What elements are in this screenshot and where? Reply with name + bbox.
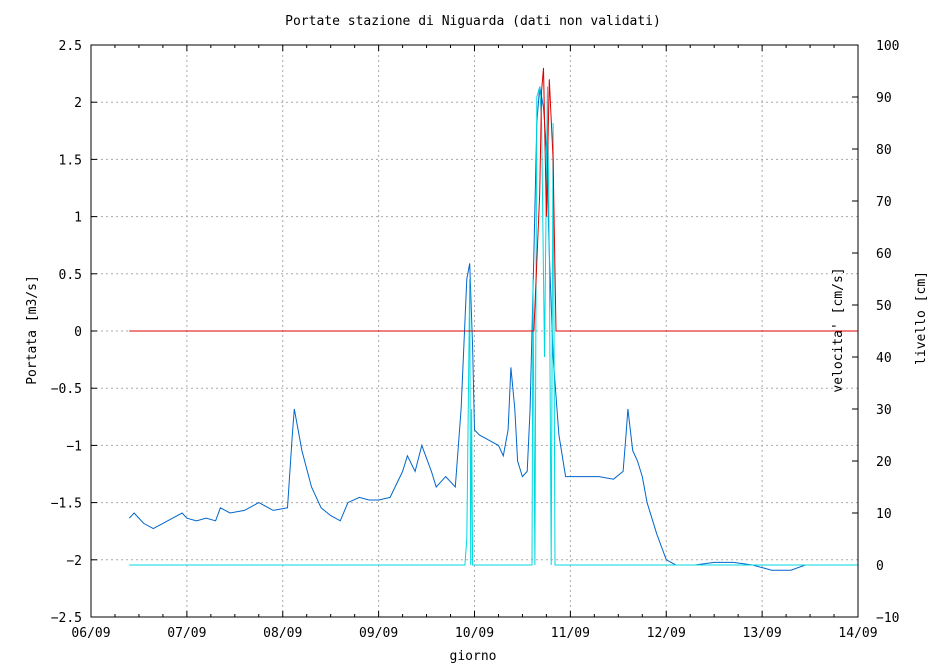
y-right-tick-label: 10 xyxy=(876,507,892,522)
y-axis-right-livello-label: livello [cm] xyxy=(914,271,929,365)
series-line-velocita xyxy=(129,86,858,566)
y-left-tick-label: 0 xyxy=(74,325,82,340)
y-axis-left-label: Portata [m3/s] xyxy=(25,275,40,385)
y-left-tick-label: 2 xyxy=(74,96,82,111)
plot-frame xyxy=(90,44,859,618)
y-right-tick-label: 0 xyxy=(876,559,884,574)
y-left-tick-label: 0.5 xyxy=(59,268,82,283)
y-right-tick-label: 40 xyxy=(876,351,892,366)
y-right-tick-label: 100 xyxy=(876,39,899,54)
y-right-tick-label: 70 xyxy=(876,195,892,210)
x-tick-label: 11/09 xyxy=(551,626,590,641)
y-left-tick-label: −1.5 xyxy=(51,497,82,512)
y-right-tick-label: 60 xyxy=(876,247,892,262)
y-left-tick-label: −0.5 xyxy=(51,382,82,397)
x-tick-label: 10/09 xyxy=(455,626,494,641)
y-left-tick-label: 2.5 xyxy=(59,39,82,54)
y-right-tick-label: 30 xyxy=(876,403,892,418)
y-left-tick-label: −2 xyxy=(66,554,82,569)
x-axis-label: giorno xyxy=(450,649,497,664)
chart-title: Portate stazione di Niguarda (dati non v… xyxy=(285,14,661,29)
x-tick-label: 07/09 xyxy=(167,626,206,641)
y-right-tick-label: 50 xyxy=(876,299,892,314)
y-right-tick-label: −10 xyxy=(876,611,899,626)
x-tick-label: 06/09 xyxy=(71,626,110,641)
x-tick-label: 09/09 xyxy=(359,626,398,641)
x-tick-label: 12/09 xyxy=(647,626,686,641)
y-left-tick-label: −1 xyxy=(66,439,82,454)
y-right-tick-label: 90 xyxy=(876,91,892,106)
y-right-tick-label: 20 xyxy=(876,455,892,470)
x-tick-label: 14/09 xyxy=(838,626,877,641)
y-left-tick-label: −2.5 xyxy=(51,611,82,626)
y-left-tick-label: 1.5 xyxy=(59,153,82,168)
series-line-portata xyxy=(129,67,858,332)
y-axis-right-velocita-label: velocita' [cm/s] xyxy=(831,267,846,392)
x-tick-label: 08/09 xyxy=(263,626,302,641)
y-left-tick-label: 1 xyxy=(74,211,82,226)
series-group xyxy=(128,67,858,571)
axis-ticks: 06/09 07/09 08/09 09/09 10/09 11/09 12/09 13/09… xyxy=(51,39,900,641)
y-right-tick-label: 80 xyxy=(876,143,892,158)
x-tick-label: 13/09 xyxy=(743,626,782,641)
series-line-livello xyxy=(128,86,811,571)
